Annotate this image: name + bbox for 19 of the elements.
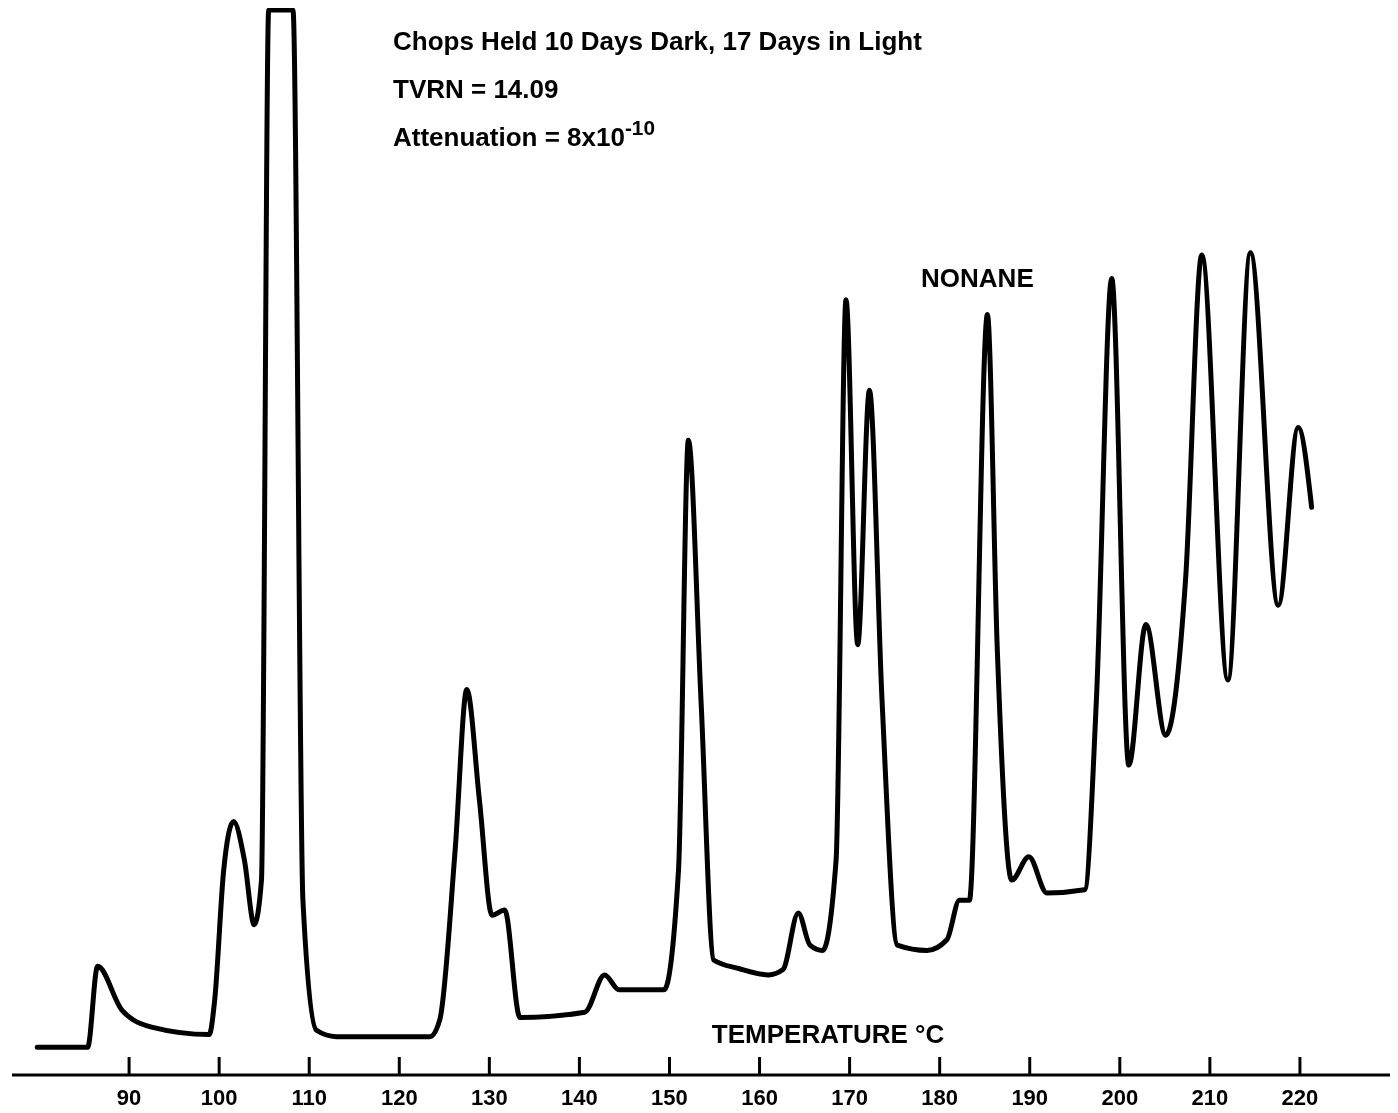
- annotation: TVRN = 14.09: [393, 74, 559, 104]
- annotation: NONANE: [921, 262, 1034, 293]
- text: Chops Held 10 Days Dark, 17 Days in Light: [393, 26, 923, 56]
- x-tick-label: 90: [116, 1085, 142, 1110]
- x-tick-label: 110: [291, 1085, 327, 1110]
- x-tick-label: 210: [1191, 1085, 1229, 1110]
- x-tick-label: 160: [741, 1085, 778, 1110]
- annotation: Attenuation = 8x10$^{-10}$: [393, 115, 655, 152]
- x-tick-label: 190: [1011, 1085, 1049, 1110]
- x-tick-label: 170: [831, 1085, 868, 1110]
- x-tick-label: 100: [200, 1085, 238, 1110]
- x-axis-title: TEMPERATURE °C: [711, 1019, 945, 1049]
- x-tick-label: 130: [470, 1085, 508, 1110]
- x-tick-label: 120: [380, 1085, 418, 1110]
- x-tick-label: 180: [921, 1085, 959, 1110]
- x-tick-label: 140: [561, 1085, 598, 1110]
- x-tick-label: 150: [651, 1085, 688, 1110]
- x-tick-label: 220: [1281, 1085, 1319, 1110]
- x-tick-label: 200: [1101, 1085, 1139, 1110]
